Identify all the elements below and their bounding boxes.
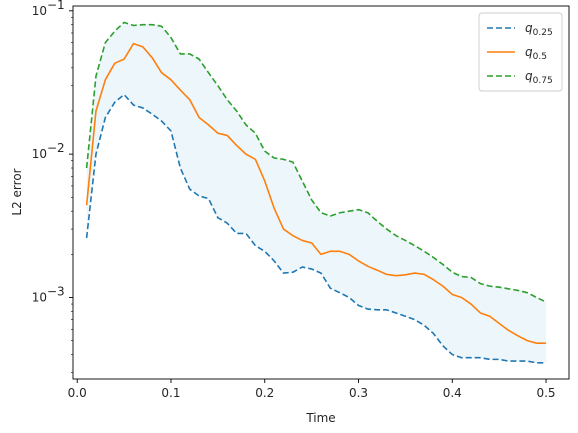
x-tick-label: 0.5	[536, 386, 555, 400]
x-tick-label: 0.1	[161, 386, 180, 400]
plot-frame	[72, 5, 570, 380]
x-tick-label: 0.2	[255, 386, 274, 400]
x-tick-label: 0.3	[349, 386, 368, 400]
x-tick-label: 0.0	[68, 386, 87, 400]
y-tick-exponent: −1	[47, 0, 65, 12]
y-tick-label: 10	[32, 290, 47, 304]
series-layer	[85, 21, 547, 364]
y-axis: 10−310−210−1	[32, 0, 73, 373]
y-axis-label: L2 error	[10, 168, 24, 215]
y-tick-label: 10	[32, 4, 47, 18]
series-line-q0-25	[85, 93, 547, 364]
legend-box	[478, 12, 563, 92]
y-tick-exponent: −3	[47, 284, 65, 298]
series-line-q0-75	[85, 21, 547, 303]
series-line-q0-5	[85, 42, 547, 344]
x-axis-label: Time	[305, 411, 335, 425]
y-tick-exponent: −2	[47, 141, 65, 155]
x-tick-label: 0.4	[443, 386, 462, 400]
x-axis: 0.0 0.1 0.2 0.3 0.4 0.5	[68, 379, 556, 400]
y-tick-label: 10	[32, 147, 47, 161]
